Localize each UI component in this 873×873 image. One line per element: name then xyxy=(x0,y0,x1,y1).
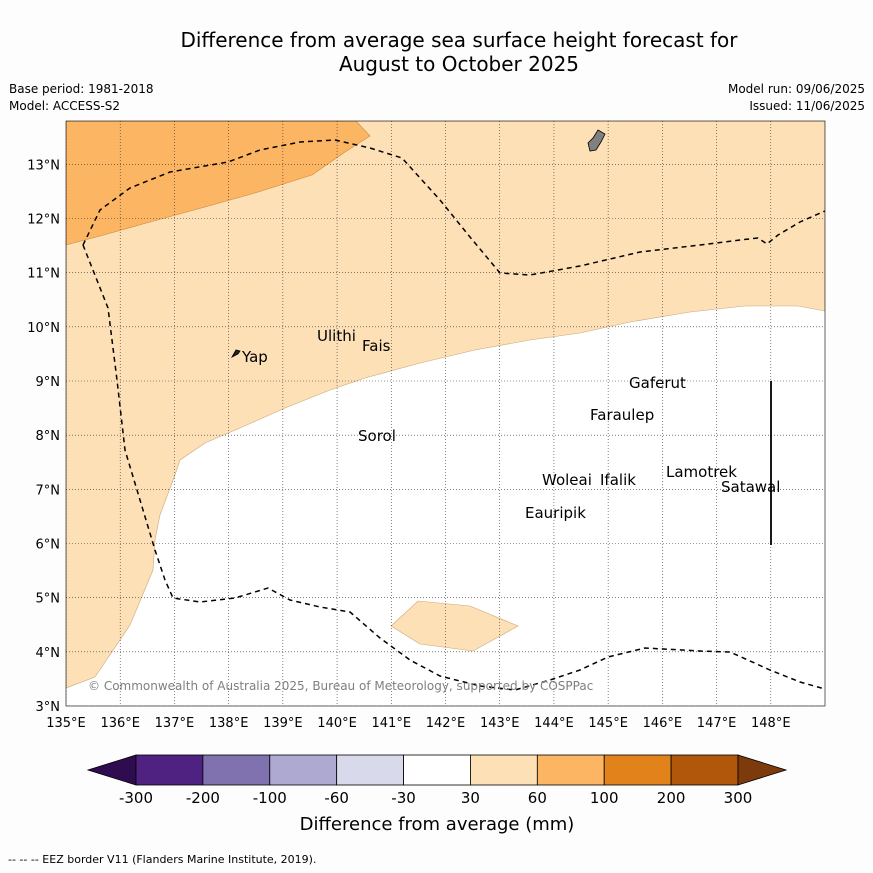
colorbar-tick: -200 xyxy=(186,789,220,807)
colorbar-extend-low xyxy=(86,754,137,786)
lat-tick-label: 7°N xyxy=(36,483,61,498)
title-line-1: Difference from average sea surface heig… xyxy=(180,28,738,52)
lat-tick-label: 13°N xyxy=(27,158,60,173)
place-label-fais: Fais xyxy=(362,337,391,355)
lon-tick-label: 145°E xyxy=(588,716,628,731)
colorbar-segment xyxy=(403,754,471,786)
colorbar-segment xyxy=(135,754,204,786)
map-frame xyxy=(65,120,826,707)
place-label-yap: Yap xyxy=(241,348,268,366)
colorbar-tick: 30 xyxy=(461,789,480,807)
lat-tick-label: 11°N xyxy=(27,267,60,282)
colorbar: -300 -200 -100 -60 -30 30 60 100 200 300 Differen… xyxy=(86,754,788,835)
lat-tick-label: 10°N xyxy=(27,321,60,336)
colorbar-tick: 300 xyxy=(724,789,753,807)
lon-tick-label: 140°E xyxy=(317,716,357,731)
colorbar-extend-high xyxy=(737,754,788,786)
base-period: Base period: 1981-2018 xyxy=(9,82,154,96)
longitude-ticks: 135°E 136°E 137°E 138°E 139°E 140°E 141°E 142°E… xyxy=(46,716,790,731)
place-label-satawal: Satawal xyxy=(721,478,780,496)
place-label-ulithi: Ulithi xyxy=(317,327,356,345)
colorbar-tick: 60 xyxy=(528,789,547,807)
lon-tick-label: 147°E xyxy=(697,716,737,731)
eez-border xyxy=(82,139,825,276)
colorbar-tick-labels: -300 -200 -100 -60 -30 30 60 100 200 300 xyxy=(119,789,752,807)
colorbar-tick: 200 xyxy=(657,789,686,807)
place-label-faraulep: Faraulep xyxy=(590,406,654,424)
chart-title: Difference from average sea surface heig… xyxy=(0,28,873,76)
lon-tick-label: 142°E xyxy=(426,716,466,731)
anomaly-patch-south xyxy=(390,600,519,652)
lon-tick-label: 143°E xyxy=(480,716,520,731)
place-label-ifalik: Ifalik xyxy=(600,471,636,489)
colorbar-segments xyxy=(135,754,739,786)
colorbar-tick: -300 xyxy=(119,789,153,807)
map-plot: Yap Ulithi Fais Sorol Gaferut Faraulep W… xyxy=(66,121,825,706)
lat-tick-label: 12°N xyxy=(27,213,60,228)
place-label-gaferut: Gaferut xyxy=(629,374,686,392)
model-name: Model: ACCESS-S2 xyxy=(9,99,121,113)
lon-tick-label: 136°E xyxy=(100,716,140,731)
colorbar-tick: -100 xyxy=(253,789,287,807)
meta-right: Model run: 09/06/2025 Issued: 11/06/2025 xyxy=(728,81,865,115)
place-label-woleai: Woleai xyxy=(542,471,592,489)
colorbar-segment xyxy=(470,754,538,786)
place-label-eauripik: Eauripik xyxy=(525,504,586,522)
anomaly-region-60-100 xyxy=(66,121,371,246)
lat-tick-label: 4°N xyxy=(36,646,61,661)
copyright-text: © Commonwealth of Australia 2025, Bureau… xyxy=(88,679,593,693)
anomaly-region-30-60 xyxy=(66,121,825,689)
lon-tick-label: 137°E xyxy=(155,716,195,731)
lon-tick-label: 144°E xyxy=(534,716,574,731)
model-run: Model run: 09/06/2025 xyxy=(727,82,865,96)
lat-tick-label: 6°N xyxy=(36,538,61,553)
meta-left: Base period: 1981-2018 Model: ACCESS-S2 xyxy=(9,81,154,115)
lon-tick-label: 148°E xyxy=(751,716,791,731)
colorbar-segment xyxy=(269,754,338,786)
latitude-ticks: 3°N 4°N 5°N 6°N 7°N 8°N 9°N 10°N 11°N 12°N 13°N xyxy=(27,158,60,715)
colorbar-segment xyxy=(202,754,271,786)
title-line-2: August to October 2025 xyxy=(338,52,580,76)
place-labels: Yap Ulithi Fais Sorol Gaferut Faraulep W… xyxy=(241,327,780,522)
lat-tick-label: 8°N xyxy=(36,429,61,444)
colorbar-segment xyxy=(670,754,739,786)
colorbar-tick: 100 xyxy=(590,789,619,807)
lon-tick-label: 146°E xyxy=(643,716,683,731)
colorbar-segment xyxy=(603,754,672,786)
lat-tick-label: 5°N xyxy=(36,592,61,607)
yap-island xyxy=(230,349,241,358)
lat-tick-label: 9°N xyxy=(36,375,61,390)
eez-source-note: -- -- -- EEZ border V11 (Flanders Marine… xyxy=(8,853,317,866)
colorbar-tick: -60 xyxy=(324,789,349,807)
colorbar-segment xyxy=(336,754,404,786)
place-label-sorol: Sorol xyxy=(358,427,396,445)
colorbar-tick: -30 xyxy=(391,789,416,807)
guam-island xyxy=(587,129,606,152)
lon-tick-label: 139°E xyxy=(263,716,303,731)
lon-tick-label: 141°E xyxy=(372,716,412,731)
colorbar-label: Difference from average (mm) xyxy=(300,814,575,835)
lon-tick-label: 135°E xyxy=(46,716,86,731)
place-label-lamotrek: Lamotrek xyxy=(666,463,737,481)
lat-tick-label: 3°N xyxy=(36,700,61,715)
lon-tick-label: 138°E xyxy=(209,716,249,731)
eez-border-west xyxy=(82,244,825,691)
map-gridlines xyxy=(66,121,825,706)
issued-date: Issued: 11/06/2025 xyxy=(749,99,865,113)
colorbar-segment xyxy=(536,754,605,786)
